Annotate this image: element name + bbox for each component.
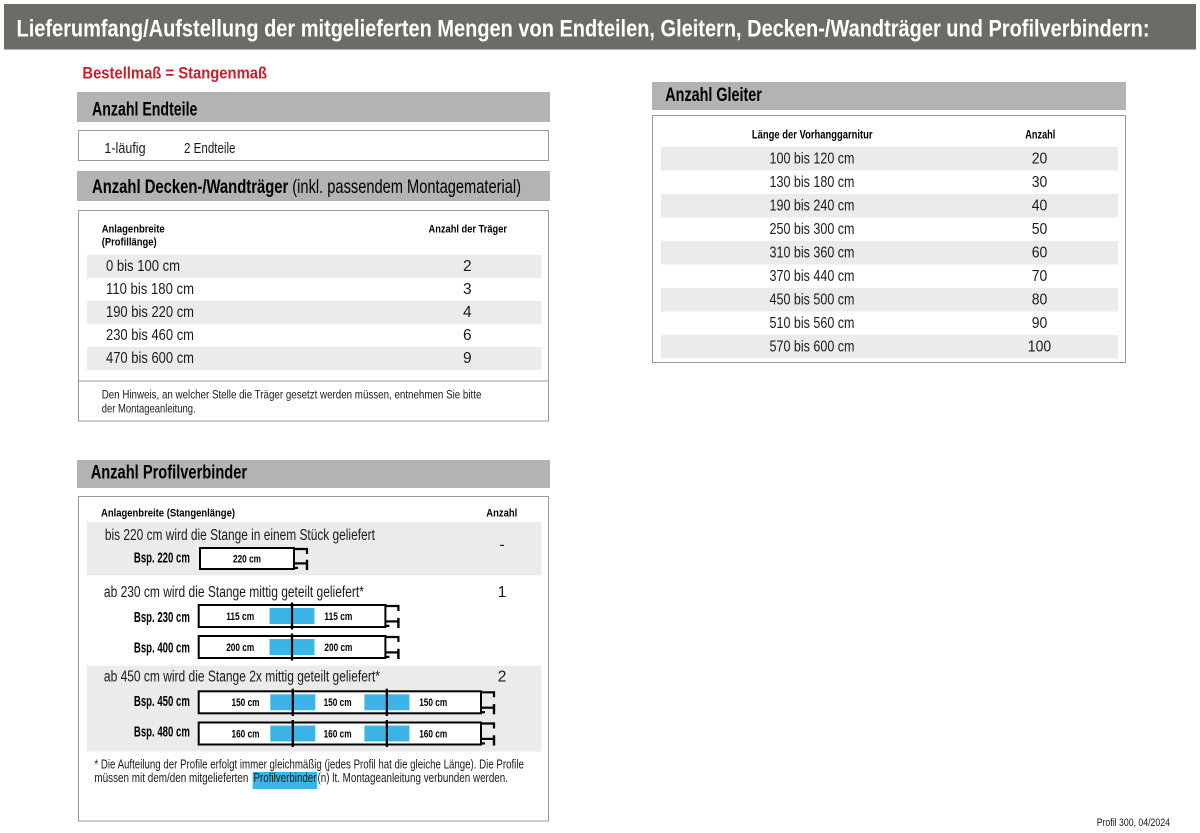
svg-text:Profilverbinder: Profilverbinder	[254, 771, 317, 785]
svg-text:60: 60	[1032, 244, 1048, 261]
svg-text:100: 100	[1028, 338, 1052, 355]
svg-text:160 cm: 160 cm	[419, 728, 447, 740]
svg-text:30: 30	[1032, 174, 1048, 191]
svg-text:bis 220 cm wird die Stange in: bis 220 cm wird die Stange in einem Stüc…	[105, 527, 376, 544]
svg-text:Anzahl Gleiter: Anzahl Gleiter	[665, 84, 762, 106]
svg-text:Bsp. 230 cm: Bsp. 230 cm	[134, 610, 190, 626]
svg-text:70: 70	[1032, 268, 1048, 285]
svg-text:310 bis 360 cm: 310 bis 360 cm	[770, 244, 855, 261]
svg-text:0 bis 100 cm: 0 bis 100 cm	[106, 258, 180, 275]
svg-text:200 cm: 200 cm	[226, 642, 254, 654]
svg-text:220 cm: 220 cm	[233, 553, 261, 565]
svg-text:4: 4	[463, 304, 472, 321]
svg-text:Bsp. 220 cm: Bsp. 220 cm	[134, 551, 190, 567]
svg-text:Bsp. 400 cm: Bsp. 400 cm	[134, 640, 190, 656]
svg-text:130 bis 180 cm: 130 bis 180 cm	[770, 174, 855, 191]
svg-text:ab 450 cm wird die Stange 2x m: ab 450 cm wird die Stange 2x mittig gete…	[104, 668, 380, 685]
svg-text:1: 1	[498, 584, 507, 601]
svg-text:(n) lt. Montageanleitung verbu: (n) lt. Montageanleitung verbunden werde…	[318, 771, 509, 785]
svg-text:100 bis 120 cm: 100 bis 120 cm	[770, 150, 855, 167]
svg-text:Anlagenbreite (Stangenlänge): Anlagenbreite (Stangenlänge)	[101, 508, 235, 520]
svg-text:510 bis 560 cm: 510 bis 560 cm	[770, 315, 855, 332]
svg-text:Den Hinweis, an welcher Stelle: Den Hinweis, an welcher Stelle die Träge…	[102, 388, 482, 402]
svg-text:(inkl. passendem Montagemateri: (inkl. passendem Montagematerial)	[292, 176, 521, 198]
svg-text:115 cm: 115 cm	[226, 611, 254, 623]
svg-text:200 cm: 200 cm	[324, 642, 352, 654]
svg-text:1-läufig: 1-läufig	[104, 141, 145, 157]
svg-text:3: 3	[463, 281, 472, 298]
svg-text:50: 50	[1032, 221, 1048, 238]
svg-text:Anzahl Decken-/Wandträger: Anzahl Decken-/Wandträger	[92, 176, 289, 198]
svg-text:Profil 300, 04/2024: Profil 300, 04/2024	[1097, 817, 1170, 829]
svg-text:müssen mit dem/den mitgeliefer: müssen mit dem/den mitgelieferten	[94, 771, 248, 785]
svg-text:115 cm: 115 cm	[324, 611, 352, 623]
svg-text:Anzahl Profilverbinder: Anzahl Profilverbinder	[91, 462, 248, 484]
svg-text:Lieferumfang/Aufstellung der m: Lieferumfang/Aufstellung der mitgeliefer…	[17, 16, 1150, 43]
svg-text:150 cm: 150 cm	[324, 697, 352, 709]
svg-text:190 bis 220 cm: 190 bis 220 cm	[106, 304, 194, 321]
svg-text:-: -	[499, 537, 504, 554]
svg-text:ab 230 cm wird die Stange mitt: ab 230 cm wird die Stange mittig geteilt…	[104, 584, 364, 601]
svg-text:150 cm: 150 cm	[419, 697, 447, 709]
svg-text:250 bis 300 cm: 250 bis 300 cm	[770, 221, 855, 238]
svg-text:230 bis 460 cm: 230 bis 460 cm	[106, 327, 194, 344]
svg-text:6: 6	[463, 327, 472, 344]
svg-text:9: 9	[463, 350, 472, 367]
svg-text:(Profillänge): (Profillänge)	[102, 236, 157, 248]
svg-text:Länge der Vorhanggarnitur: Länge der Vorhanggarnitur	[752, 129, 873, 142]
svg-text:Anlagenbreite: Anlagenbreite	[102, 224, 165, 236]
svg-text:Anzahl der Träger: Anzahl der Träger	[429, 224, 508, 236]
svg-text:190 bis 240 cm: 190 bis 240 cm	[770, 197, 855, 214]
svg-text:450 bis 500 cm: 450 bis 500 cm	[770, 291, 855, 308]
svg-text:570 bis 600 cm: 570 bis 600 cm	[770, 338, 855, 355]
svg-text:Bsp. 450 cm: Bsp. 450 cm	[134, 694, 190, 710]
svg-text:Bestellmaß = Stangenmaß: Bestellmaß = Stangenmaß	[82, 64, 267, 83]
svg-text:Anzahl: Anzahl	[486, 508, 517, 520]
svg-text:2 Endteile: 2 Endteile	[184, 141, 236, 157]
svg-text:2: 2	[498, 668, 507, 685]
svg-text:der Montageanleitung.: der Montageanleitung.	[102, 402, 196, 416]
svg-text:160 cm: 160 cm	[232, 728, 260, 740]
svg-text:40: 40	[1032, 197, 1048, 214]
svg-text:470 bis 600 cm: 470 bis 600 cm	[106, 350, 194, 367]
svg-text:90: 90	[1032, 315, 1048, 332]
svg-text:Anzahl Endteile: Anzahl Endteile	[92, 99, 198, 121]
svg-text:2: 2	[463, 258, 472, 275]
svg-text:20: 20	[1032, 150, 1048, 167]
svg-text:160 cm: 160 cm	[324, 728, 352, 740]
svg-text:Anzahl: Anzahl	[1025, 129, 1055, 142]
svg-text:370 bis 440 cm: 370 bis 440 cm	[770, 268, 855, 285]
svg-text:110 bis 180 cm: 110 bis 180 cm	[106, 281, 194, 298]
svg-text:150 cm: 150 cm	[232, 697, 260, 709]
svg-text:Bsp. 480 cm: Bsp. 480 cm	[134, 725, 190, 741]
svg-text:* Die Aufteilung der Profile e: * Die Aufteilung der Profile erfolgt imm…	[94, 757, 524, 771]
svg-text:80: 80	[1032, 291, 1048, 308]
